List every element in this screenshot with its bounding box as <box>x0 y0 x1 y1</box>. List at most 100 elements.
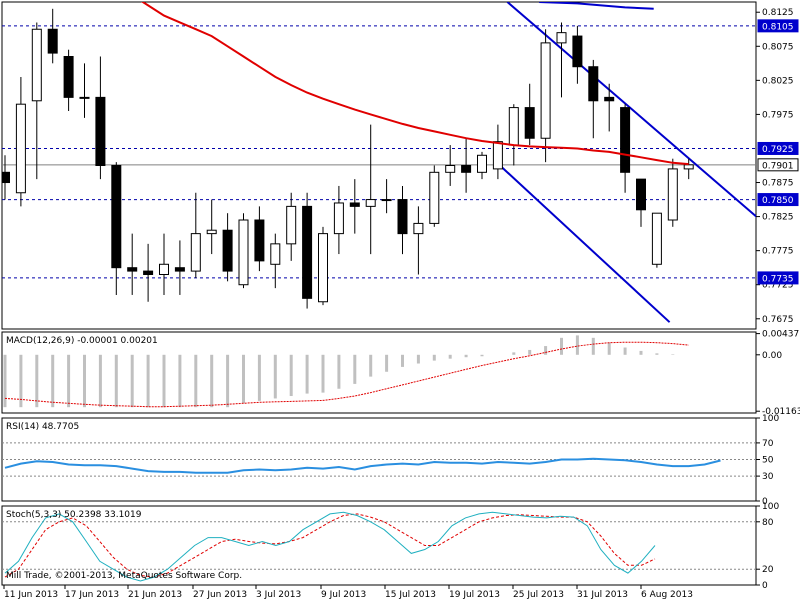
candle-body <box>47 28 58 54</box>
candle-body <box>620 107 631 173</box>
x-tick-label: 19 Jul 2013 <box>449 590 500 600</box>
x-tick-label: 15 Jul 2013 <box>385 590 436 600</box>
main-plot-area <box>2 2 756 323</box>
candle-body <box>254 219 265 262</box>
x-tick-label: 9 Jul 2013 <box>321 590 366 600</box>
rsi-tick-label: 50 <box>762 456 774 466</box>
candle-body <box>556 32 567 44</box>
price-tick-label: 0.8075 <box>762 42 794 52</box>
price-tick-label: 0.8025 <box>762 76 794 86</box>
candle-body <box>365 199 376 207</box>
candle-body <box>477 154 487 173</box>
candle-body <box>604 96 615 102</box>
price-level-label: 0.7735 <box>762 274 794 284</box>
candle-body <box>683 164 694 170</box>
candle-body <box>572 35 583 68</box>
stoch-tick-label: 100 <box>762 502 779 512</box>
rsi-title: RSI(14) 48.7705 <box>6 422 79 432</box>
rsi-tick-label: 30 <box>762 472 774 482</box>
rsi-line <box>4 457 721 474</box>
stoch-panel: 100 80 20 0 Stoch(5,3,3) 50.2398 33.1019 <box>1 502 779 591</box>
price-level-label: 0.7850 <box>762 196 794 206</box>
candle-body <box>397 199 408 235</box>
moving-average-line <box>140 2 689 166</box>
x-tick-label: 17 Jun 2013 <box>65 590 119 600</box>
stoch-panel-frame <box>1 505 757 586</box>
rsi-panel: 100 70 50 30 0 RSI(14) 48.7705 <box>1 414 779 507</box>
price-level-label-box <box>757 193 799 207</box>
candle-body <box>651 212 662 265</box>
price-tick-label: 0.8125 <box>762 8 794 18</box>
macd-panel: 0.00437 0.00 -0.01163 MACD(12,26,9) -0.0000… <box>1 330 800 417</box>
x-tick-label: 21 Jun 2013 <box>128 590 182 600</box>
stoch-tick-label: 80 <box>762 518 774 528</box>
candle-body <box>2 171 10 184</box>
price-tick-label: 0.7675 <box>762 315 794 325</box>
candle-body <box>492 141 503 170</box>
rsi-tick-label: 70 <box>762 439 774 449</box>
candle-body <box>588 66 599 102</box>
channel-lower-line <box>495 161 671 323</box>
candle-body <box>636 178 646 211</box>
macd-panel-frame <box>1 331 757 414</box>
candle-body <box>540 42 551 139</box>
price-level-label: 0.7925 <box>762 145 794 155</box>
x-tick-label: 6 Aug 2013 <box>641 590 693 600</box>
candle-body <box>79 96 90 99</box>
x-tick-label: 3 Jul 2013 <box>256 590 301 600</box>
x-tick-label: 11 Jun 2013 <box>4 590 58 600</box>
price-tick-label: 0.7725 <box>762 281 794 291</box>
rsi-tick-label: 0 <box>762 497 768 507</box>
candle-body <box>445 165 456 173</box>
candle-body <box>15 103 26 194</box>
x-tick-label: 27 Jun 2013 <box>193 590 247 600</box>
main-panel-frame <box>1 1 757 330</box>
stoch-tick-label: 0 <box>762 581 768 591</box>
stoch-tick-label: 20 <box>762 565 774 575</box>
macd-tick-label: -0.01163 <box>762 407 800 417</box>
candle-body <box>413 222 424 235</box>
price-level-label: 0.7901 <box>762 161 794 171</box>
x-axis: 11 Jun 2013 17 Jun 2013 21 Jun 2013 27 Jun … <box>3 585 693 600</box>
candle-body <box>508 107 519 146</box>
macd-tick-label: 0.00 <box>762 351 782 361</box>
price-level-label-box <box>757 141 799 155</box>
candle-body <box>461 165 472 173</box>
candle-body <box>95 96 106 166</box>
candle-body <box>349 202 360 207</box>
candle-body <box>524 107 535 139</box>
candle-body <box>206 229 217 235</box>
price-level-label: 0.8105 <box>762 22 794 32</box>
x-tick-label: 25 Jul 2013 <box>513 590 564 600</box>
candle-body <box>429 171 440 224</box>
price-level-label-box <box>757 19 799 33</box>
candle-body <box>381 199 392 202</box>
candle-body <box>270 243 281 265</box>
candle-body <box>667 168 678 221</box>
macd-title: MACD(12,26,9) -0.00001 0.00201 <box>6 336 158 346</box>
price-tick-label: 0.7975 <box>762 110 794 120</box>
price-level-label-box <box>757 271 799 285</box>
candle-body <box>31 28 42 102</box>
blue-ma-line <box>539 2 654 10</box>
candle-body <box>159 263 169 275</box>
candle-body <box>333 202 344 235</box>
candle-body <box>174 267 185 272</box>
stoch-main-line <box>4 511 656 582</box>
x-tick-label: 31 Jul 2013 <box>577 590 628 600</box>
candle-body <box>63 56 74 98</box>
candle-body <box>190 233 201 272</box>
price-tick-label: 0.7875 <box>762 179 794 189</box>
main-price-panel: 0.8125 0.8075 0.8025 0.7975 0.7875 0.7825 0.77… <box>1 1 799 330</box>
price-tick-label: 0.7825 <box>762 213 794 223</box>
rsi-tick-label: 100 <box>762 414 779 424</box>
candle-body <box>318 233 328 303</box>
stoch-title: Stoch(5,3,3) 50.2398 33.1019 <box>6 510 142 520</box>
price-tick-label: 0.7775 <box>762 247 794 257</box>
stoch-signal-line <box>4 513 656 578</box>
candle-body <box>111 165 122 269</box>
candle-body <box>302 205 313 299</box>
channel-upper-line <box>506 2 756 218</box>
copyright-text: Mill Trade, ©2001-2013, MetaQuotes Softw… <box>6 571 242 581</box>
